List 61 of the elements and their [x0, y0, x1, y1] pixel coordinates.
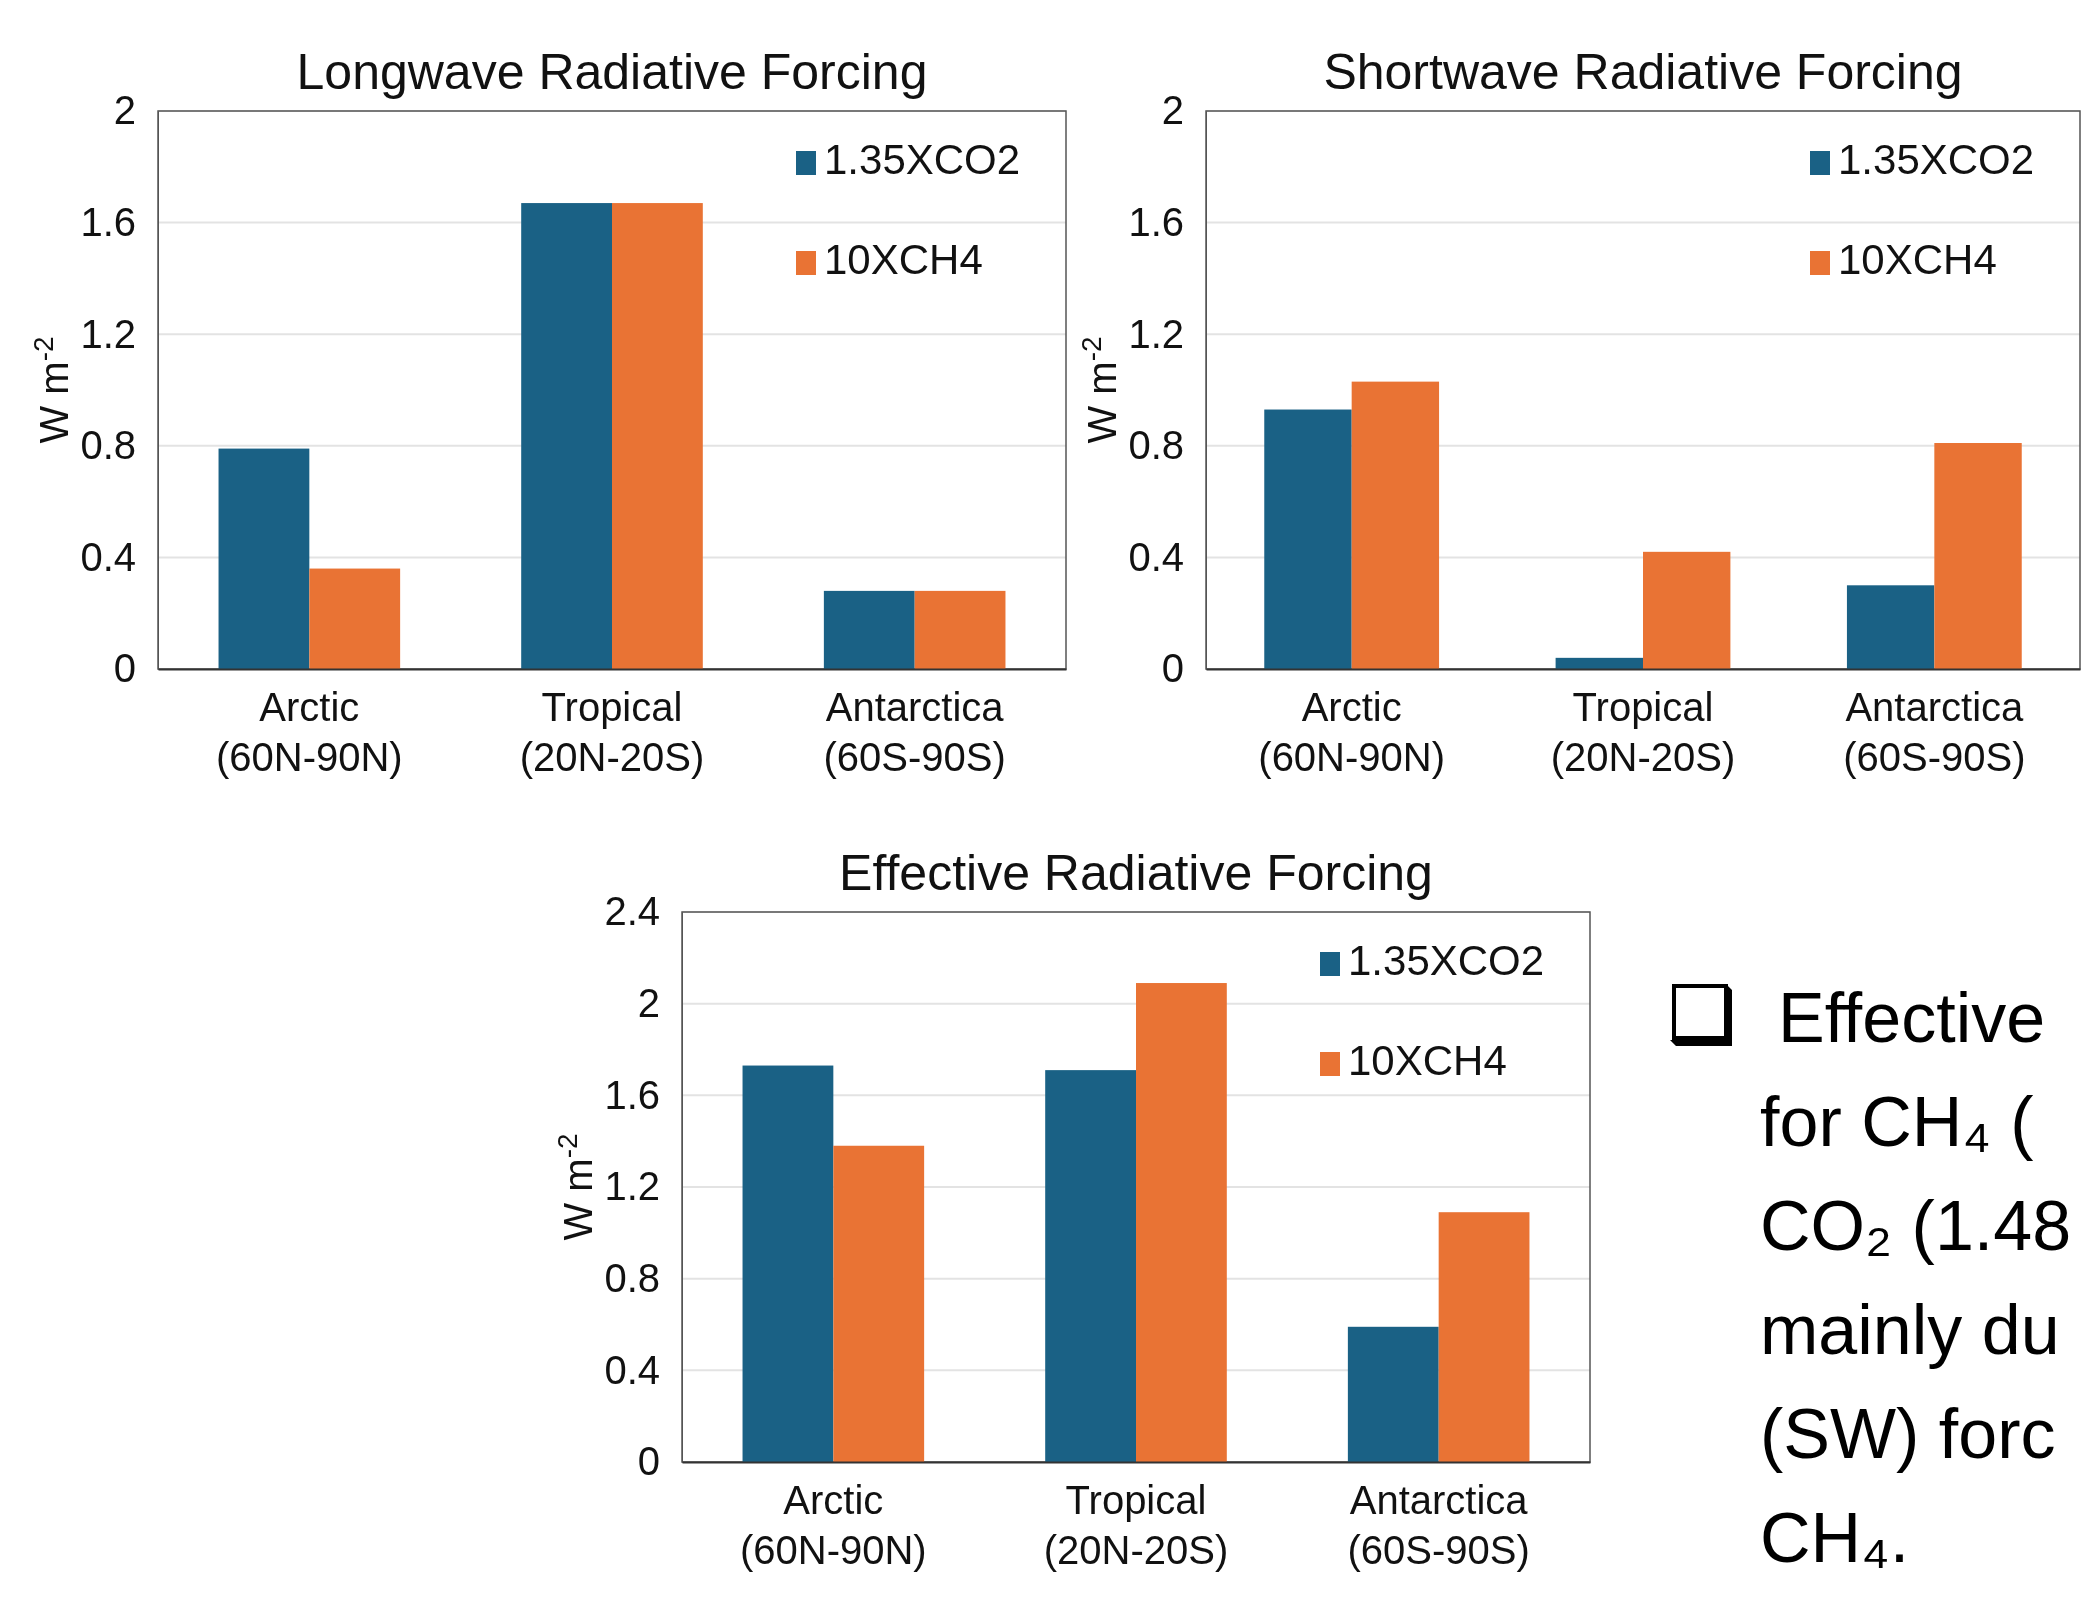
text: for CH₄ ( — [1760, 1083, 2034, 1161]
x-tick-label: Tropical (20N-20S) — [1550, 685, 1736, 779]
y-tick-label: 1.2 — [604, 1164, 660, 1209]
y-tick-label: 1.6 — [604, 1072, 660, 1117]
x-tick-label: Arctic (60N-90N) — [215, 685, 403, 779]
bar — [218, 448, 310, 669]
x-tick-label: Antarctica (60S-90S) — [823, 685, 1006, 779]
y-tick-label: 2 — [1161, 88, 1184, 133]
text: (SW) forc — [1760, 1395, 2056, 1473]
legend-label: 1.35XCO2 — [1348, 937, 1545, 984]
bar — [521, 203, 612, 669]
x-tick-label: Antarctica (60S-90S) — [1347, 1478, 1530, 1572]
y-tick-label: 0.4 — [80, 534, 136, 579]
text: CH₄. — [1760, 1499, 1910, 1577]
y-tick-label: 0.8 — [80, 423, 136, 468]
bar — [1351, 381, 1440, 669]
legend-label: 10XCH4 — [1348, 1037, 1507, 1084]
bar — [309, 568, 401, 669]
y-tick-label: 0.4 — [1128, 534, 1184, 579]
bar — [833, 1145, 925, 1462]
chart-title: Longwave Radiative Forcing — [296, 44, 928, 100]
y-tick-label: 2 — [113, 88, 136, 133]
x-tick-label: Arctic (60N-90N) — [1258, 685, 1446, 779]
bar — [1934, 443, 2022, 669]
y-tick-label: 1.6 — [1128, 199, 1184, 244]
legend-label: 1.35XCO2 — [1838, 136, 2035, 183]
bar — [612, 203, 703, 669]
x-tick-label: Arctic (60N-90N) — [739, 1478, 927, 1572]
bar — [1045, 1070, 1136, 1462]
y-tick-label: 1.2 — [80, 311, 136, 356]
x-tick-label: Tropical (20N-20S) — [519, 685, 705, 779]
text: mainly du — [1760, 1291, 2060, 1369]
y-tick-label: 1.6 — [80, 199, 136, 244]
text: Effective — [1778, 979, 2046, 1057]
bar — [1264, 409, 1352, 669]
y-tick-label: 0.4 — [604, 1347, 660, 1392]
y-tick-label: 0 — [113, 646, 136, 691]
bar — [914, 590, 1006, 669]
y-tick-label: 0 — [637, 1439, 660, 1484]
bar — [1136, 983, 1227, 1462]
bar — [1347, 1326, 1439, 1462]
legend-label: 10XCH4 — [824, 236, 983, 283]
legend-label: 10XCH4 — [1838, 236, 1997, 283]
text: CO₂ (1.48 — [1760, 1187, 2072, 1265]
y-tick-label: 1.2 — [1128, 311, 1184, 356]
bar — [1555, 657, 1643, 669]
y-tick-label: 2 — [637, 980, 660, 1025]
bar — [1438, 1212, 1530, 1462]
legend-label: 1.35XCO2 — [824, 136, 1021, 183]
bar — [742, 1065, 834, 1462]
bar — [1846, 585, 1935, 669]
y-tick-label: 0.8 — [1128, 423, 1184, 468]
x-tick-label: Antarctica (60S-90S) — [1843, 685, 2026, 779]
y-tick-label: 0.8 — [604, 1255, 660, 1300]
bar — [823, 590, 915, 669]
chart-title: Effective Radiative Forcing — [839, 845, 1433, 901]
chart-title: Shortwave Radiative Forcing — [1323, 44, 1963, 100]
bar — [1643, 551, 1731, 669]
x-tick-label: Tropical (20N-20S) — [1043, 1478, 1229, 1572]
y-tick-label: 2.4 — [604, 889, 660, 934]
y-tick-label: 0 — [1161, 646, 1184, 691]
